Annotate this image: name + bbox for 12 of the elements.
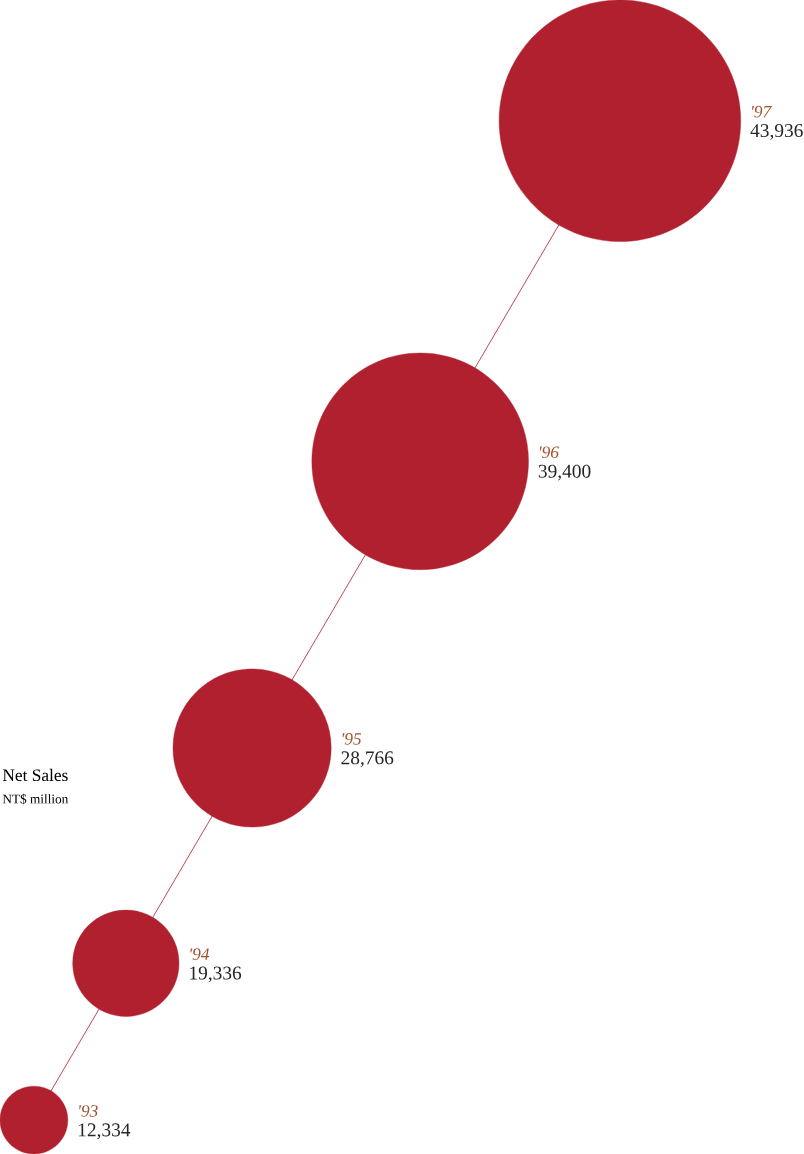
category-label: '93 <box>79 1105 98 1117</box>
category-label: '95 <box>342 733 361 745</box>
data-label: 43,936 <box>750 124 803 140</box>
category-label: '96 <box>539 446 559 459</box>
text: NT$ million <box>2 793 68 805</box>
category-label: '94 <box>190 948 209 961</box>
category-label: '97 <box>751 105 772 118</box>
data-label: 39,400 <box>538 464 591 481</box>
data-label: 12,334 <box>78 1123 131 1140</box>
text: Net Sales <box>2 768 68 782</box>
data-label: 28,766 <box>341 751 394 768</box>
data-label: 19,336 <box>189 966 241 983</box>
